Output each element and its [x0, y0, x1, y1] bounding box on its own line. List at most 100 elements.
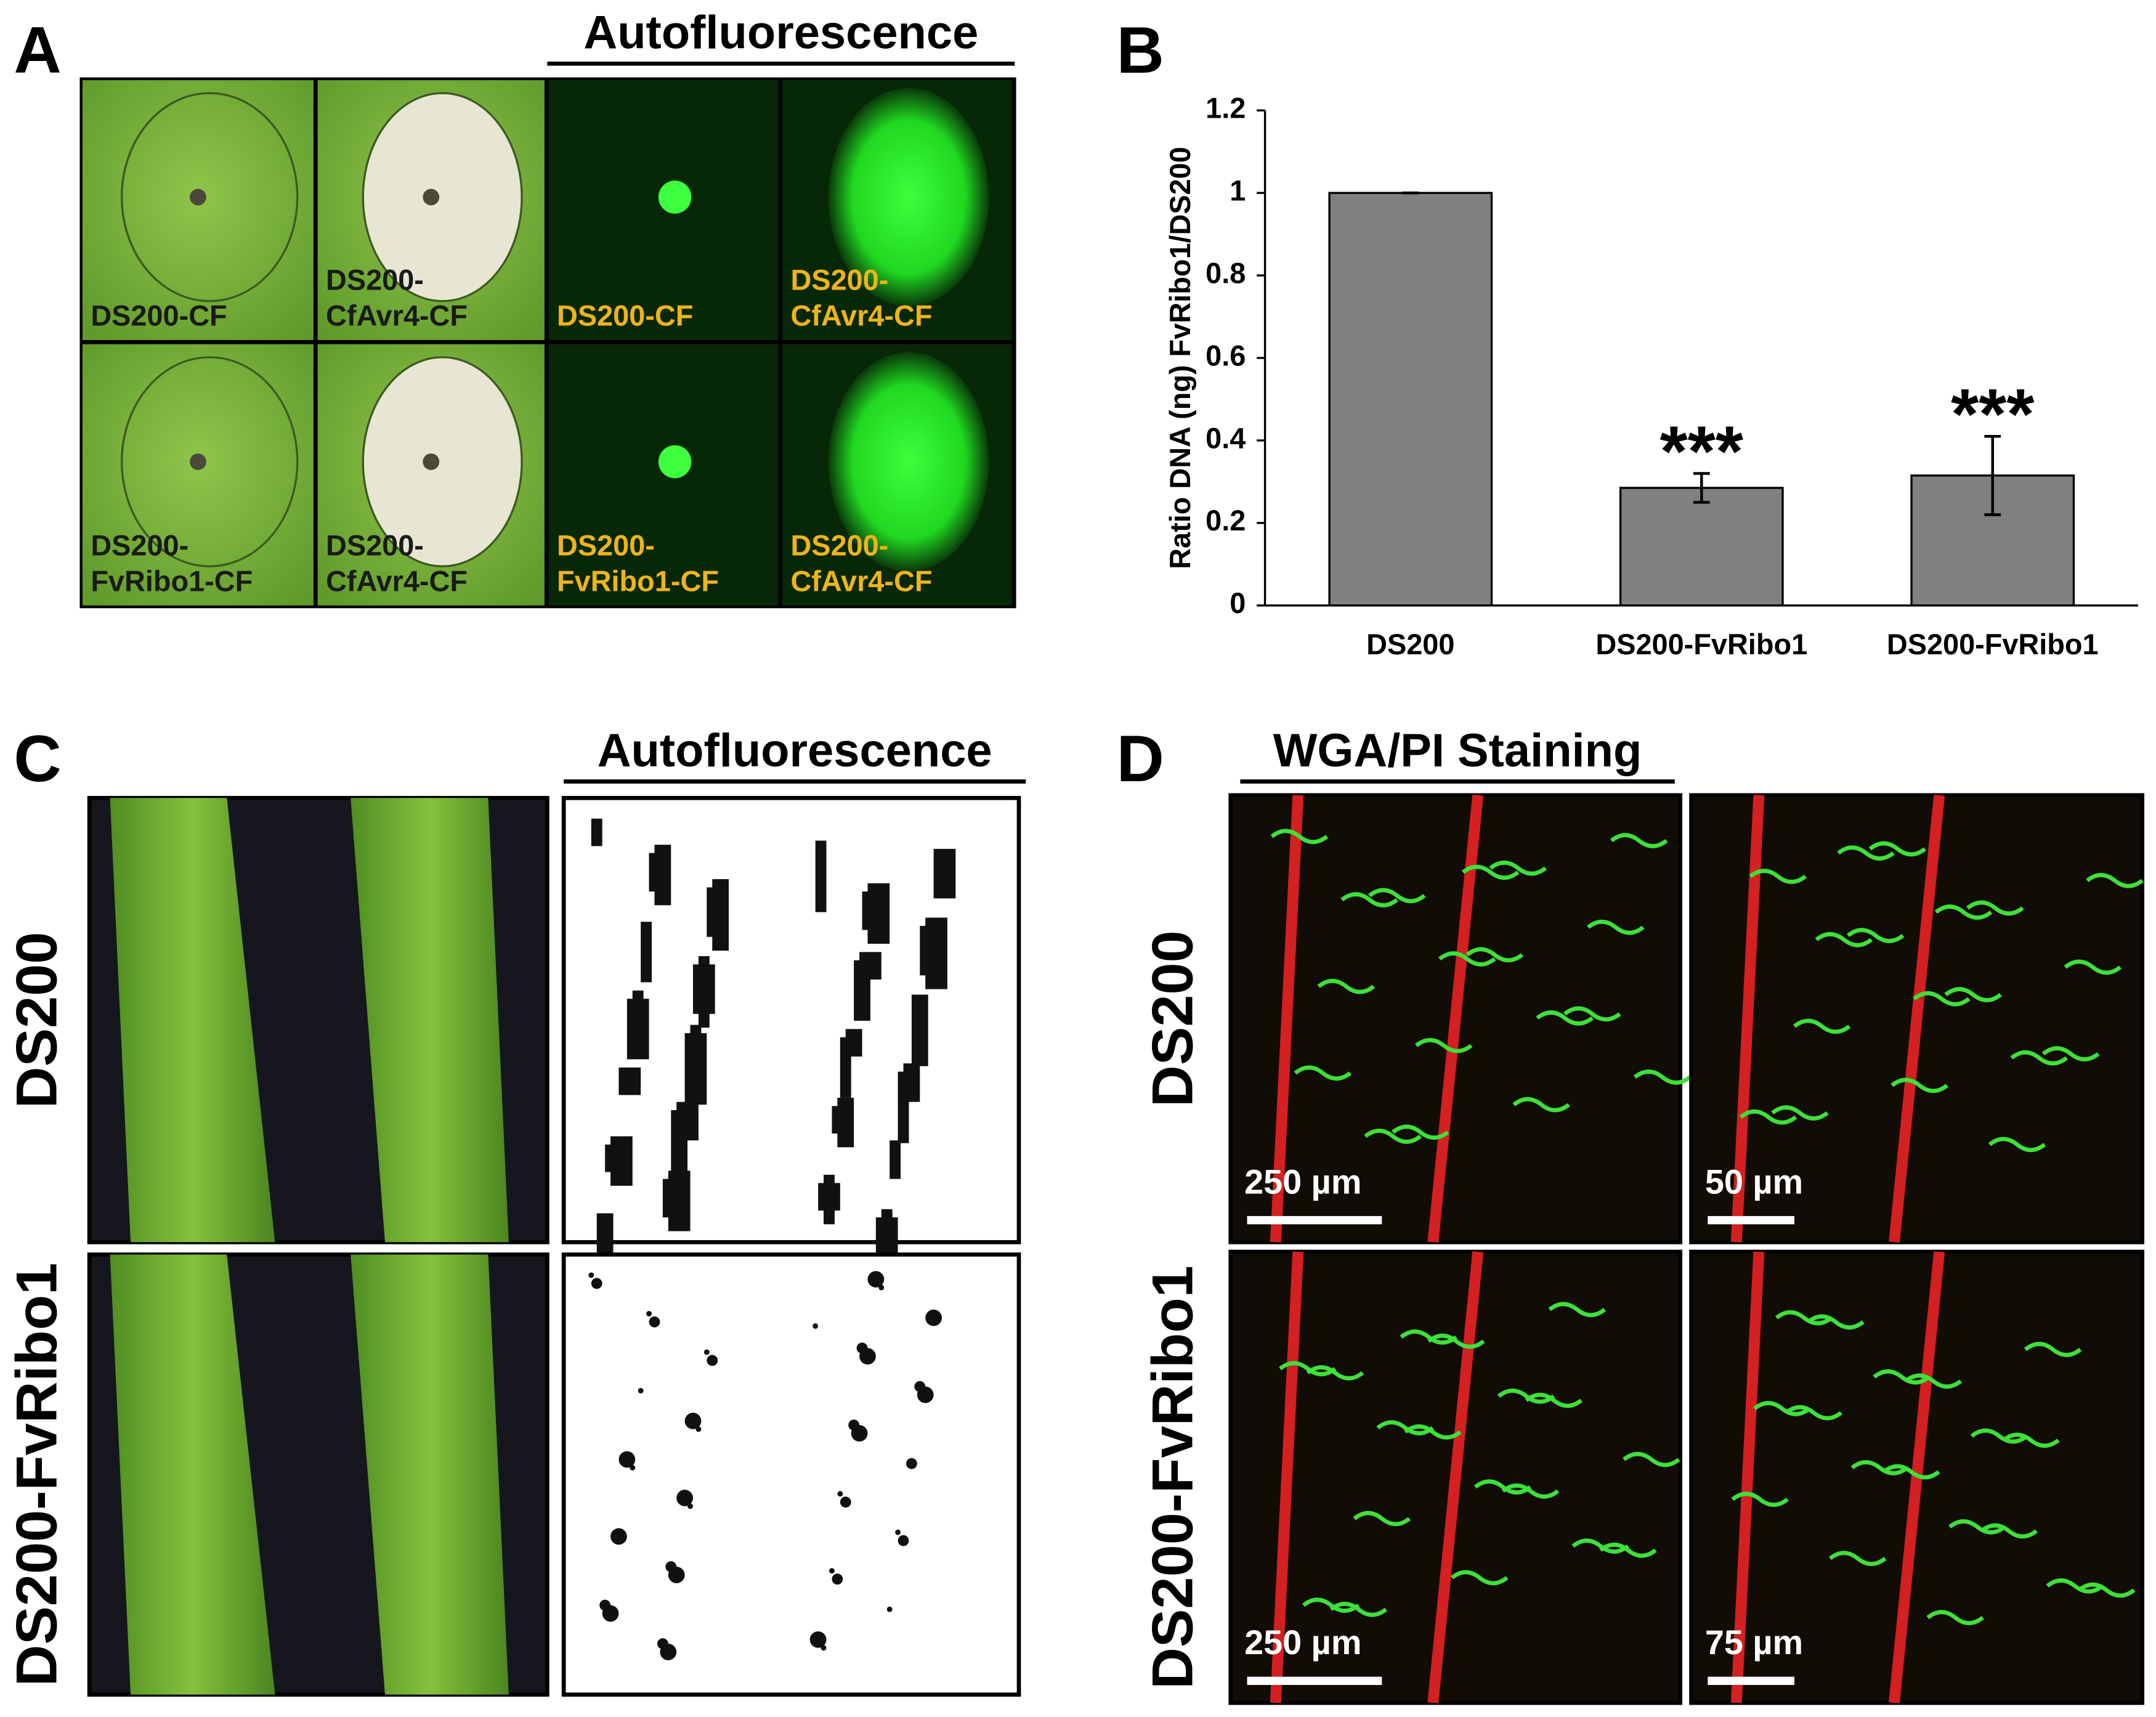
hyphae — [1279, 1302, 1680, 1617]
hypha — [1302, 1597, 1360, 1613]
image-caption: CfAvr4-CF — [790, 565, 932, 597]
row-label: DS200-FvRibo1 — [4, 1263, 69, 1687]
hypha — [1427, 1333, 1485, 1349]
error-bar — [1984, 435, 2001, 516]
lesion — [618, 1067, 641, 1095]
hypha — [1294, 1065, 1352, 1081]
lesion — [591, 1278, 602, 1289]
leaf-blade — [351, 1254, 509, 1695]
lesion — [618, 1451, 636, 1468]
hypha — [1451, 1570, 1509, 1586]
lesion — [809, 1631, 827, 1648]
hypha — [2086, 872, 2144, 888]
hypha — [2041, 1046, 2100, 1061]
lesion — [610, 1136, 633, 1186]
lesion — [687, 1503, 693, 1509]
fluorescent-lesion — [828, 352, 989, 572]
hyphae — [1270, 829, 1692, 1144]
hypha — [1489, 860, 1547, 876]
hypha — [1837, 845, 1895, 861]
hypha — [2064, 959, 2122, 975]
lesion — [703, 1349, 710, 1355]
image-caption: DS200-CF — [557, 300, 693, 332]
hypha — [1587, 919, 1645, 935]
scale-bar-label: 250 µm — [1244, 1162, 1361, 1201]
hypha — [1404, 1424, 1462, 1440]
lesion — [851, 1425, 868, 1442]
lesion — [591, 818, 602, 846]
hypha — [2024, 1342, 2082, 1357]
image-caption: DS200- — [790, 529, 888, 561]
hypha — [1392, 1124, 1449, 1140]
lesion — [668, 1567, 685, 1583]
lesion — [641, 922, 652, 983]
lesion — [821, 1645, 827, 1651]
hypha — [1944, 987, 2002, 1002]
lesion — [890, 1140, 901, 1179]
hypha — [1785, 1405, 1842, 1421]
hypha — [2010, 1050, 2069, 1066]
hypha — [1536, 1010, 1594, 1026]
hypha — [1270, 829, 1329, 845]
lesion — [878, 1285, 885, 1291]
hypha — [1828, 1551, 1887, 1566]
y-tick-label: 0.2 — [1206, 505, 1246, 537]
lesion — [867, 1271, 885, 1288]
lesion — [925, 917, 947, 989]
hypha — [1873, 1369, 1931, 1385]
image-caption: FvRibo1-CF — [91, 565, 253, 597]
hypha — [1913, 991, 1971, 1007]
hypha — [1364, 1129, 1422, 1144]
lesion — [632, 990, 644, 1018]
fluorescent-spot — [658, 445, 692, 479]
lesion — [676, 1102, 699, 1141]
hypha — [1525, 1392, 1583, 1408]
vascular-bundle — [1730, 794, 1945, 1243]
lesion — [646, 1310, 652, 1317]
hypha — [1353, 1511, 1411, 1527]
hypha — [2002, 1432, 2060, 1448]
leaf-image: DS200- FvRibo1-CF — [82, 344, 314, 606]
lesion — [813, 1323, 819, 1329]
hypha — [1376, 1420, 1434, 1435]
wound — [423, 189, 440, 206]
hypha — [1846, 928, 1905, 943]
y-tick-label: 0.8 — [1206, 257, 1246, 289]
bar — [1328, 192, 1493, 607]
hypha — [1599, 1543, 1657, 1558]
panel-label: D — [1117, 721, 1164, 795]
hypha — [1623, 1451, 1680, 1467]
image-caption: DS200- — [326, 264, 424, 296]
lesion-pattern — [588, 1271, 942, 1660]
hypha — [1340, 892, 1398, 907]
hypha — [2046, 1578, 2104, 1594]
scale-bar-label: 250 µm — [1244, 1623, 1361, 1662]
leaf-blade — [110, 1254, 275, 1695]
lesion — [695, 1426, 702, 1432]
hypha — [1306, 1365, 1364, 1381]
lesion — [845, 1029, 862, 1057]
image-caption: DS200-CF — [91, 300, 227, 332]
lesion — [610, 1528, 627, 1545]
vascular-bundle — [1270, 1251, 1484, 1703]
lesion — [602, 1605, 619, 1622]
lesion — [684, 1413, 702, 1429]
fluorescent-spot — [658, 181, 692, 214]
hypha — [1415, 1037, 1473, 1053]
necrotic-lesion — [362, 356, 523, 567]
hypha — [1739, 1109, 1797, 1125]
lesion — [886, 1606, 893, 1612]
x-tick-label: DS200-FvRibo1 — [1887, 628, 2099, 660]
lesion — [638, 1387, 644, 1394]
hypha — [1904, 1373, 1963, 1389]
infiltration-zone — [121, 92, 299, 302]
hypha — [1749, 869, 1807, 884]
lesion — [707, 1355, 718, 1366]
lesion — [840, 1496, 851, 1508]
hypha — [1633, 1070, 1692, 1085]
leaf-image: DS200- CfAvr4-CF — [782, 80, 1012, 340]
image-caption: CfAvr4-CF — [326, 300, 468, 332]
necrotic-lesion — [362, 92, 523, 302]
lesion — [668, 1171, 691, 1232]
hypha — [1329, 1601, 1388, 1617]
